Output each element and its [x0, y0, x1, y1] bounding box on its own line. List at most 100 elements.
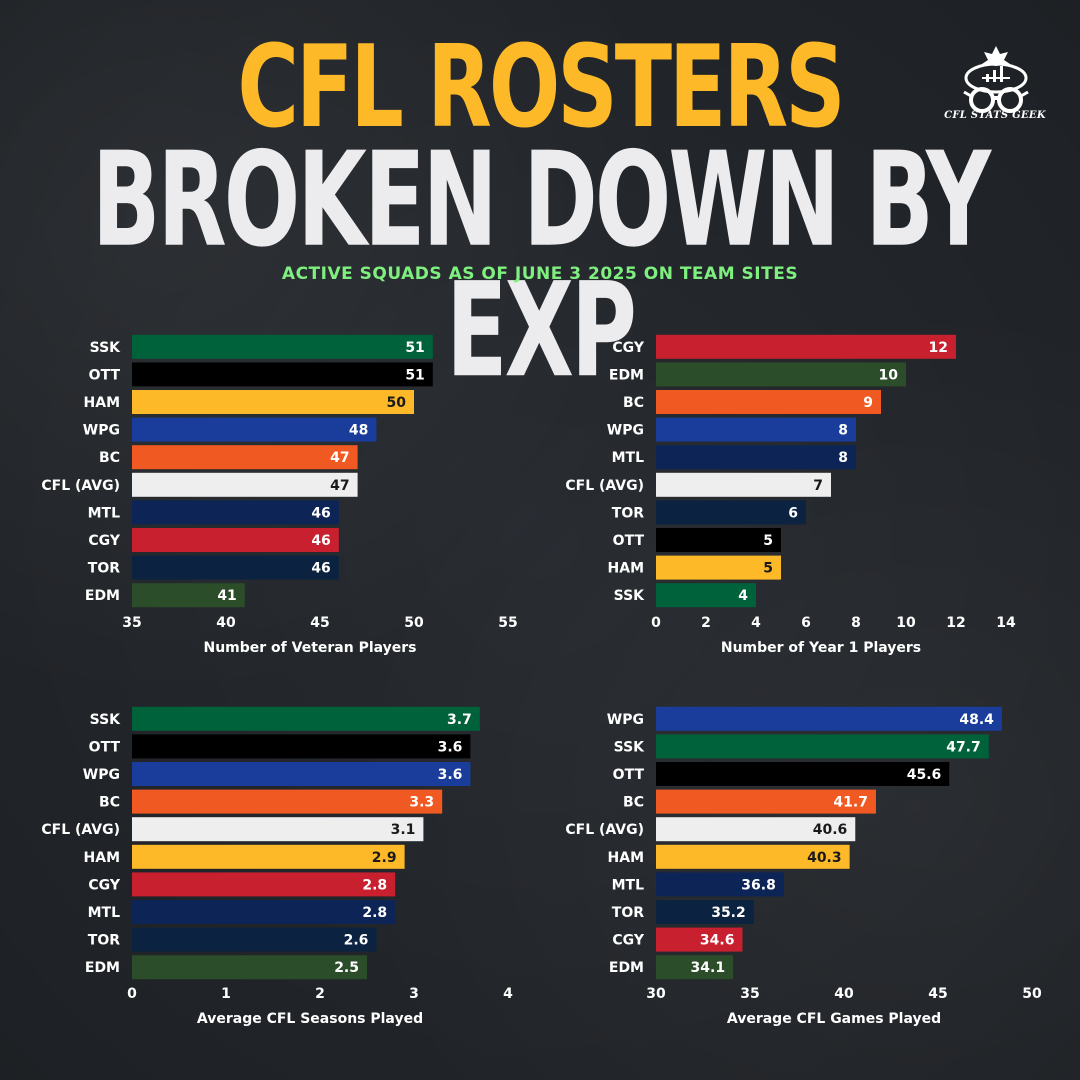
bar-2-edm	[132, 955, 367, 980]
category-label: HAM	[608, 561, 644, 577]
category-label: OTT	[613, 533, 645, 549]
data-label: 3.3	[409, 795, 434, 811]
category-label: MTL	[88, 505, 120, 521]
cfl-stats-geek-logo-icon	[963, 46, 1029, 113]
data-label: 4	[738, 588, 748, 604]
category-label: EDM	[85, 960, 120, 976]
x-tick-label: 2	[701, 615, 711, 631]
bar-0-cgy	[132, 528, 339, 552]
title-line-1: CFL ROSTERS	[237, 20, 845, 153]
x-tick-label: 4	[503, 986, 513, 1002]
data-label: 46	[311, 505, 330, 521]
bar-3-tor	[656, 900, 754, 924]
data-label: 6	[788, 505, 798, 521]
bar-3-bc	[656, 789, 876, 814]
x-tick-label: 0	[127, 986, 137, 1002]
category-label: EDM	[85, 588, 120, 604]
subtitle: ACTIVE SQUADS AS OF JUNE 3 2025 ON TEAM …	[281, 264, 799, 284]
data-label: 40.6	[813, 822, 848, 838]
data-label: 41.7	[833, 795, 868, 811]
title-line-2: BROKEN DOWN BY EXP	[91, 124, 991, 408]
bar-0-bc	[132, 445, 358, 470]
bar-3-wpg	[656, 706, 1002, 731]
category-label: BC	[623, 395, 644, 411]
x-tick-label: 12	[946, 615, 965, 631]
x-tick-label: 55	[498, 615, 517, 631]
x-axis-label: Number of Year 1 Players	[721, 640, 921, 656]
data-label: 34.1	[691, 960, 726, 976]
bar-0-cfl-avg-	[132, 472, 358, 497]
category-label: EDM	[609, 367, 644, 383]
category-label: TOR	[88, 561, 120, 577]
data-label: 50	[387, 395, 407, 411]
x-tick-label: 14	[996, 615, 1016, 631]
data-label: 12	[929, 340, 948, 356]
data-label: 46	[311, 561, 330, 577]
category-label: WPG	[83, 767, 120, 783]
data-label: 2.8	[362, 905, 387, 921]
data-label: 51	[405, 340, 424, 356]
data-label: 48	[349, 423, 368, 439]
bar-1-ott	[656, 528, 781, 552]
category-label: WPG	[607, 423, 644, 439]
category-label: CGY	[612, 933, 644, 949]
category-label: CFL (AVG)	[41, 822, 120, 838]
x-tick-label: 40	[834, 986, 854, 1002]
bar-3-edm	[656, 955, 734, 980]
data-label: 45.6	[907, 767, 942, 783]
data-label: 51	[405, 367, 424, 383]
category-label: HAM	[84, 395, 120, 411]
data-label: 48.4	[959, 712, 994, 728]
category-label: CGY	[88, 877, 120, 893]
bar-1-ham	[656, 555, 781, 580]
category-label: BC	[99, 795, 120, 811]
x-tick-label: 50	[1022, 986, 1042, 1002]
x-tick-label: 3	[409, 986, 419, 1002]
bar-2-ham	[132, 844, 405, 869]
category-label: TOR	[612, 505, 644, 521]
bar-2-tor	[132, 927, 377, 952]
category-label: BC	[99, 450, 120, 466]
category-label: OTT	[613, 767, 645, 783]
category-label: SSK	[614, 588, 646, 604]
bar-3-ott	[656, 762, 950, 786]
category-label: TOR	[88, 933, 120, 949]
category-label: OTT	[89, 739, 121, 755]
category-label: CGY	[88, 533, 120, 549]
bar-2-mtl	[132, 900, 396, 924]
data-label: 2.6	[344, 933, 369, 949]
category-label: CFL (AVG)	[41, 478, 120, 494]
category-label: TOR	[612, 905, 644, 921]
x-tick-label: 50	[404, 615, 424, 631]
category-label: MTL	[612, 877, 644, 893]
category-label: CGY	[612, 340, 644, 356]
category-label: SSK	[90, 340, 122, 356]
data-label: 3.6	[438, 767, 463, 783]
x-tick-label: 35	[740, 986, 759, 1002]
data-label: 41	[217, 588, 236, 604]
bar-2-bc	[132, 789, 443, 814]
x-tick-label: 10	[896, 615, 916, 631]
data-label: 3.6	[438, 739, 463, 755]
bar-2-cgy	[132, 872, 396, 897]
x-tick-label: 35	[122, 615, 141, 631]
data-label: 8	[838, 423, 848, 439]
logo-text: CFL STATS GEEK	[944, 110, 1046, 121]
x-tick-label: 1	[221, 986, 231, 1002]
data-label: 47.7	[946, 739, 981, 755]
data-label: 2.5	[334, 960, 359, 976]
category-label: HAM	[608, 850, 644, 866]
data-label: 47	[330, 478, 349, 494]
bar-1-bc	[656, 390, 881, 414]
x-tick-label: 0	[651, 615, 661, 631]
data-label: 3.7	[447, 712, 472, 728]
bar-0-ham	[132, 390, 414, 414]
category-label: HAM	[84, 850, 120, 866]
x-tick-label: 40	[216, 615, 236, 631]
bar-0-ott	[132, 362, 433, 387]
data-label: 5	[763, 533, 773, 549]
bar-1-ssk	[656, 583, 756, 608]
bar-3-cfl-avg-	[656, 817, 856, 842]
data-label: 46	[311, 533, 330, 549]
bar-1-wpg	[656, 417, 856, 442]
